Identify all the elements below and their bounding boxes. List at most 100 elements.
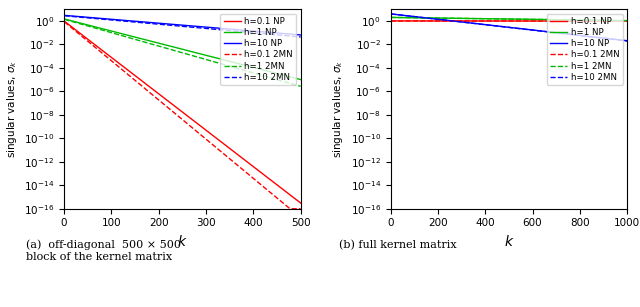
h=0.1 NP bbox=[483, 19, 490, 23]
h=1 2MN bbox=[411, 16, 419, 20]
h=10 2MN bbox=[549, 31, 557, 34]
h=10 NP bbox=[491, 24, 499, 28]
h=10 2MN bbox=[572, 33, 579, 37]
Line: h=10 NP: h=10 NP bbox=[65, 15, 301, 35]
h=10 2MN bbox=[174, 24, 182, 28]
h=10 NP bbox=[188, 24, 196, 28]
Legend: h=0.1 NP, h=1 NP, h=10 NP, h=0.1 2MN, h=1 2MN, h=10 2MN: h=0.1 NP, h=1 NP, h=10 NP, h=0.1 2MN, h=… bbox=[220, 14, 296, 85]
h=0.1 NP bbox=[201, 128, 209, 131]
Y-axis label: singular values, $\sigma_k$: singular values, $\sigma_k$ bbox=[331, 60, 345, 158]
Line: h=10 NP: h=10 NP bbox=[391, 14, 627, 41]
h=1 NP bbox=[483, 17, 490, 21]
h=0.1 NP bbox=[174, 107, 182, 111]
h=0.1 2MN bbox=[61, 20, 68, 24]
h=0.1 NP bbox=[188, 118, 196, 122]
h=1 2MN bbox=[575, 18, 583, 22]
h=10 2MN bbox=[297, 35, 305, 39]
h=0.1 NP bbox=[173, 106, 180, 110]
h=0.1 2MN bbox=[411, 19, 419, 23]
X-axis label: $k$: $k$ bbox=[504, 234, 514, 249]
h=1 NP bbox=[254, 67, 262, 71]
h=0.1 2MN bbox=[286, 207, 294, 211]
h=1 2MN bbox=[173, 49, 180, 53]
h=1 NP bbox=[575, 18, 583, 22]
h=1 2MN bbox=[291, 83, 299, 87]
h=10 NP bbox=[387, 12, 395, 16]
h=1 NP bbox=[201, 53, 209, 57]
h=0.1 2MN bbox=[572, 19, 579, 23]
h=10 NP bbox=[623, 39, 631, 43]
h=1 2MN bbox=[387, 16, 395, 19]
h=0.1 2MN bbox=[483, 19, 490, 23]
h=0.1 2MN bbox=[292, 207, 300, 211]
h=0.1 2MN bbox=[491, 19, 499, 23]
h=1 2MN bbox=[549, 18, 557, 21]
Line: h=10 2MN: h=10 2MN bbox=[391, 14, 627, 41]
h=10 NP bbox=[483, 23, 490, 27]
h=1 NP bbox=[623, 19, 631, 22]
h=1 2MN bbox=[61, 17, 68, 21]
Y-axis label: singular values, $\sigma_k$: singular values, $\sigma_k$ bbox=[4, 60, 19, 158]
h=1 2MN bbox=[572, 18, 579, 22]
h=1 2MN bbox=[174, 50, 182, 53]
h=10 NP bbox=[297, 33, 305, 37]
Line: h=1 NP: h=1 NP bbox=[65, 19, 301, 80]
Line: h=0.1 NP: h=0.1 NP bbox=[65, 21, 301, 203]
h=10 2MN bbox=[201, 26, 209, 30]
Legend: h=0.1 NP, h=1 NP, h=10 NP, h=0.1 2MN, h=1 2MN, h=10 2MN: h=0.1 NP, h=1 NP, h=10 NP, h=0.1 2MN, h=… bbox=[547, 14, 623, 85]
h=0.1 NP bbox=[387, 19, 395, 23]
h=10 2MN bbox=[61, 14, 68, 17]
h=1 2MN bbox=[188, 54, 196, 57]
h=0.1 NP bbox=[297, 201, 305, 205]
h=0.1 2MN bbox=[254, 181, 262, 184]
h=0.1 NP bbox=[575, 19, 583, 23]
h=10 2MN bbox=[411, 15, 419, 18]
h=10 2MN bbox=[623, 39, 631, 43]
h=1 NP bbox=[291, 76, 299, 80]
h=10 NP bbox=[61, 14, 68, 17]
h=1 2MN bbox=[483, 17, 490, 21]
h=10 2MN bbox=[575, 34, 583, 37]
h=10 NP bbox=[173, 23, 180, 26]
h=0.1 2MN bbox=[188, 126, 196, 130]
h=1 NP bbox=[61, 17, 68, 21]
h=0.1 NP bbox=[623, 19, 631, 23]
h=1 NP bbox=[174, 46, 182, 50]
Line: h=0.1 2MN: h=0.1 2MN bbox=[65, 22, 301, 209]
h=10 NP bbox=[411, 15, 419, 18]
Line: h=1 2MN: h=1 2MN bbox=[391, 17, 627, 21]
h=0.1 2MN bbox=[297, 207, 305, 211]
h=10 2MN bbox=[291, 35, 299, 38]
h=10 2MN bbox=[188, 25, 196, 29]
h=10 NP bbox=[174, 23, 182, 27]
h=10 NP bbox=[254, 29, 262, 33]
h=0.1 NP bbox=[254, 169, 262, 172]
h=1 2MN bbox=[201, 57, 209, 61]
h=10 NP bbox=[291, 33, 299, 36]
h=10 2MN bbox=[387, 12, 395, 16]
h=10 2MN bbox=[483, 23, 490, 27]
h=0.1 NP bbox=[411, 19, 419, 23]
h=10 2MN bbox=[254, 31, 262, 35]
h=10 NP bbox=[549, 30, 557, 34]
h=10 NP bbox=[572, 33, 579, 37]
Line: h=1 NP: h=1 NP bbox=[391, 17, 627, 21]
h=0.1 2MN bbox=[387, 19, 395, 23]
h=0.1 2MN bbox=[549, 19, 557, 23]
Line: h=10 2MN: h=10 2MN bbox=[65, 16, 301, 37]
h=1 NP bbox=[572, 18, 579, 22]
h=1 2MN bbox=[623, 19, 631, 22]
h=1 NP bbox=[387, 16, 395, 19]
h=10 NP bbox=[201, 25, 209, 29]
h=10 2MN bbox=[491, 24, 499, 28]
h=0.1 NP bbox=[549, 19, 557, 23]
h=1 NP bbox=[173, 46, 180, 50]
h=1 NP bbox=[188, 50, 196, 54]
h=1 NP bbox=[297, 78, 305, 81]
h=10 2MN bbox=[173, 24, 180, 28]
h=0.1 NP bbox=[572, 19, 579, 23]
Text: (b) full kernel matrix: (b) full kernel matrix bbox=[339, 239, 457, 250]
h=0.1 2MN bbox=[623, 19, 631, 23]
h=1 2MN bbox=[491, 17, 499, 21]
h=1 NP bbox=[411, 16, 419, 20]
